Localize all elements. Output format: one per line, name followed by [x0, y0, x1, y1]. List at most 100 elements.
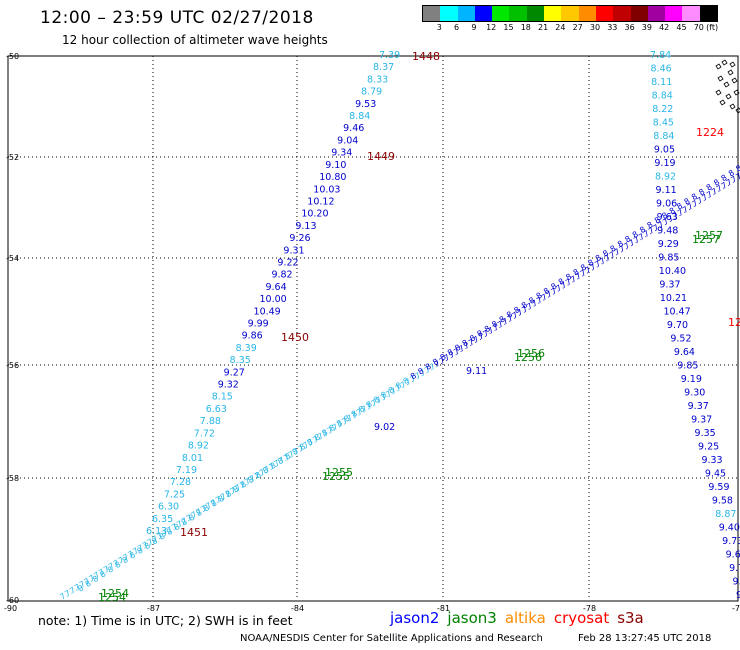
latitude-label: -50 [6, 52, 19, 61]
swh-reading: 9.32 [218, 380, 239, 391]
diagonal-track-mark: 7. [584, 264, 595, 276]
diagonal-track-mark: 7. [141, 539, 152, 551]
diagonal-track-mark: 8 [579, 262, 588, 272]
diagonal-track-mark: 7. [267, 460, 278, 472]
diagonal-track-mark: 7. [316, 430, 327, 442]
swh-reading: 9.10 [325, 160, 346, 171]
diagonal-track-mark: 8 [461, 338, 470, 348]
diagonal-track-mark: 8 [261, 465, 270, 475]
diagonal-track-mark: 8 [224, 489, 233, 499]
diagonal-track-mark: 7. [569, 273, 580, 285]
diagonal-track-mark: 7. [224, 487, 235, 499]
diagonal-track-mark: 8 [187, 513, 196, 523]
axis-labels: -50 -52 -54 -56 -58 -60-90 -87 -84 -81 -78 -75 [4, 52, 740, 613]
swh-reading: 9.33 [701, 455, 722, 466]
swh-reading: 7.84 [650, 50, 671, 61]
diagonal-track-mark: 8 [342, 413, 351, 423]
diagonal-track-mark: 7. [462, 339, 473, 351]
swh-reading: 9.40 [719, 523, 740, 534]
diagonal-track-mark: 7. [345, 412, 356, 424]
diagonal-track-mark: 7. [613, 246, 624, 258]
swh-reading: 9.99 [248, 319, 269, 330]
diagonal-track-mark: 7. [627, 236, 638, 248]
diagonal-track-mark: 8 [106, 564, 115, 574]
diagonal-track-mark: 7. [214, 493, 225, 505]
diagonal-track-mark: 8 [232, 484, 241, 494]
diagonal-track-mark: 7. [350, 409, 361, 421]
diagonal-track-mark: 7. [413, 369, 424, 381]
swh-reading: 9.85 [677, 361, 698, 372]
longitude-label: -90 [4, 604, 17, 613]
diagonal-track-mark: 7. [263, 463, 274, 475]
credit-text: NOAA/NESDIS Center for Satellite Applica… [240, 633, 543, 644]
coastline-fragment [735, 107, 740, 114]
diagonal-track-mark: 7. [574, 270, 585, 282]
diagonal-track-mark: 8 [586, 258, 595, 268]
swh-reading: 7.72 [194, 428, 215, 439]
swh-reading: 10.49 [254, 306, 281, 317]
diagonal-track-mark: 8 [594, 253, 603, 263]
color-scale-label: 9 [471, 23, 477, 32]
diagonal-track-mark: 7. [165, 524, 176, 536]
diagonal-track-mark: 8 [601, 248, 610, 258]
diagonal-track-mark: 7. [78, 578, 89, 590]
latitude-label: -52 [6, 153, 19, 162]
time-marker: 12 [728, 316, 740, 329]
time-marker: 1255 [322, 470, 350, 483]
diagonal-track-mark: 7. [87, 572, 98, 584]
diagonal-track-mark: 8 [609, 244, 618, 254]
swh-reading: 9.58 [712, 496, 733, 507]
diagonal-track-mark: 8 [113, 560, 122, 570]
diagonal-track-mark: 8 [668, 206, 677, 216]
color-swatch [561, 6, 579, 21]
swh-reading: 9.31 [283, 245, 304, 256]
coastline-fragment [733, 89, 740, 96]
diagonal-track-mark: 8 [705, 182, 714, 192]
diagonal-track-mark: 7. [97, 566, 108, 578]
swh-reading: 8.45 [653, 118, 674, 129]
diagonal-track-mark: 7. [438, 354, 449, 366]
color-swatch [578, 6, 596, 21]
diagonal-track-mark: 7. [374, 394, 385, 406]
diagonal-track-mark: 8 [572, 267, 581, 277]
diagonal-track-mark: 7. [199, 502, 210, 514]
longitude-label: -84 [291, 604, 304, 613]
diagonal-track-mark: 7. [126, 548, 137, 560]
diagonal-track-mark: 8 [84, 579, 93, 589]
swh-reading: 10.47 [663, 307, 690, 318]
diagonal-track-mark: 8 [180, 517, 189, 527]
generation-timestamp: Feb 28 13:27:45 UTC 2018 [578, 633, 712, 644]
color-swatch [630, 6, 648, 21]
swh-reading: 9.19 [681, 374, 702, 385]
color-scale-label: 45 [676, 23, 687, 32]
swh-reading: 9.30 [684, 388, 705, 399]
time-marker: 1255 [325, 466, 353, 479]
satellite-jason2: jason2 [390, 609, 440, 627]
color-scale-label: 36 [624, 23, 635, 32]
swh-reading: 9.35 [695, 428, 716, 439]
color-swatch [544, 6, 562, 21]
diagonal-track-mark: 7. [447, 348, 458, 360]
time-marker: 1256 [514, 351, 542, 364]
swh-reading: 9.53 [355, 99, 376, 110]
diagonal-track-mark: 7. [331, 421, 342, 433]
swh-reading: 8.84 [349, 111, 370, 122]
diagonal-track-mark: 7. [233, 481, 244, 493]
diagonal-track-mark: 8 [150, 536, 159, 546]
diagonal-track-mark: 8 [357, 404, 366, 414]
color-swatch [699, 6, 718, 21]
swh-reading: 9.82 [271, 270, 292, 281]
time-marker: 1256 [517, 347, 545, 360]
satellite-legend: jason2 jason3 altika cryosat s3a [390, 609, 652, 627]
diagonal-track-mark: 7. [705, 188, 716, 200]
diagonal-track-mark: 7. [287, 448, 298, 460]
diagonal-track-mark: 7. [472, 333, 483, 345]
diagonal-track-mark: 7. [194, 505, 205, 517]
coastline-fragment [725, 93, 732, 100]
diagonal-track-mark: 7. [554, 282, 565, 294]
swh-reading: 9.26 [289, 233, 310, 244]
color-swatch [665, 6, 683, 21]
time-marker: 1254 [98, 591, 126, 604]
diagonal-track-mark: 8 [498, 314, 507, 324]
diagonal-track-mark: 7. [272, 457, 283, 469]
